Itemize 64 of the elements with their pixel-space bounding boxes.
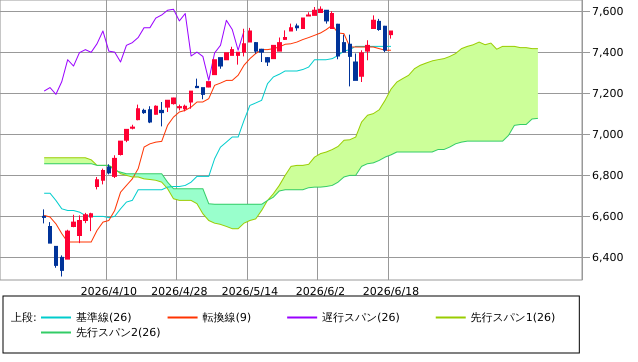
line-series — [44, 46, 392, 218]
legend-label: 遅行スパン(26) — [322, 311, 400, 324]
x-tick-label: 2026/6/2 — [296, 285, 346, 298]
line-series — [44, 8, 245, 95]
y-tick-label: 7,400 — [592, 46, 624, 59]
candlestick — [248, 27, 252, 43]
candlestick — [324, 10, 329, 24]
candlestick — [48, 222, 52, 244]
legend-title: 上段: — [11, 311, 37, 324]
candlestick — [189, 90, 193, 110]
x-tick-label: 2026/6/18 — [362, 285, 420, 298]
candlestick — [348, 34, 352, 87]
x-tick-label: 2026/4/10 — [80, 285, 138, 298]
candlestick — [242, 28, 246, 57]
candlestick — [54, 246, 58, 268]
candlestick — [136, 104, 140, 121]
candlestick — [283, 30, 287, 40]
candlestick — [159, 101, 164, 127]
candlestick — [195, 78, 199, 88]
candlestick — [330, 10, 334, 30]
candlestick — [389, 30, 393, 40]
candlestick — [218, 57, 223, 70]
candlestick — [383, 25, 387, 53]
candlestick — [201, 87, 205, 100]
candlestick — [101, 168, 105, 185]
candlestick — [65, 229, 70, 260]
y-tick-label: 7,000 — [592, 128, 624, 141]
candlestick — [353, 53, 358, 81]
legend-label: 基準線(26) — [76, 311, 132, 324]
x-tick-label: 2026/5/14 — [222, 285, 278, 298]
candlestick — [295, 23, 299, 32]
candlestick — [342, 34, 346, 54]
candlestick — [301, 18, 305, 30]
candlestick — [212, 59, 217, 76]
candlestick — [130, 124, 135, 130]
candlestick — [236, 52, 240, 66]
candlestick — [365, 40, 370, 61]
y-tick-label: 7,600 — [592, 4, 624, 18]
candlestick — [265, 56, 270, 67]
candlestick — [206, 81, 211, 88]
candlestick — [371, 14, 376, 30]
candlestick — [359, 50, 364, 83]
y-tick-label: 6,400 — [592, 250, 624, 264]
candlestick — [336, 23, 340, 60]
line-series — [44, 118, 538, 205]
line-series — [44, 42, 538, 230]
candlestick — [42, 208, 46, 224]
legend-label: 転換線(9) — [202, 311, 252, 324]
legend-label: 先行スパン1(26) — [470, 311, 556, 324]
candlestick — [112, 154, 117, 179]
y-tick-label: 7,200 — [592, 86, 624, 100]
candlestick — [154, 104, 158, 116]
line-series — [44, 24, 392, 243]
candlestick — [289, 23, 293, 32]
candlestick — [60, 254, 64, 278]
candlestick — [377, 18, 381, 32]
x-tick-label: 2026/4/28 — [151, 285, 208, 298]
candlestick — [142, 108, 146, 114]
candlestick — [148, 106, 152, 124]
candlestick — [95, 176, 99, 190]
y-tick-label: 6,800 — [592, 168, 624, 182]
legend-label: 先行スパン2(26) — [76, 326, 161, 339]
candlestick — [107, 164, 111, 175]
y-tick-label: 6,600 — [592, 210, 624, 223]
